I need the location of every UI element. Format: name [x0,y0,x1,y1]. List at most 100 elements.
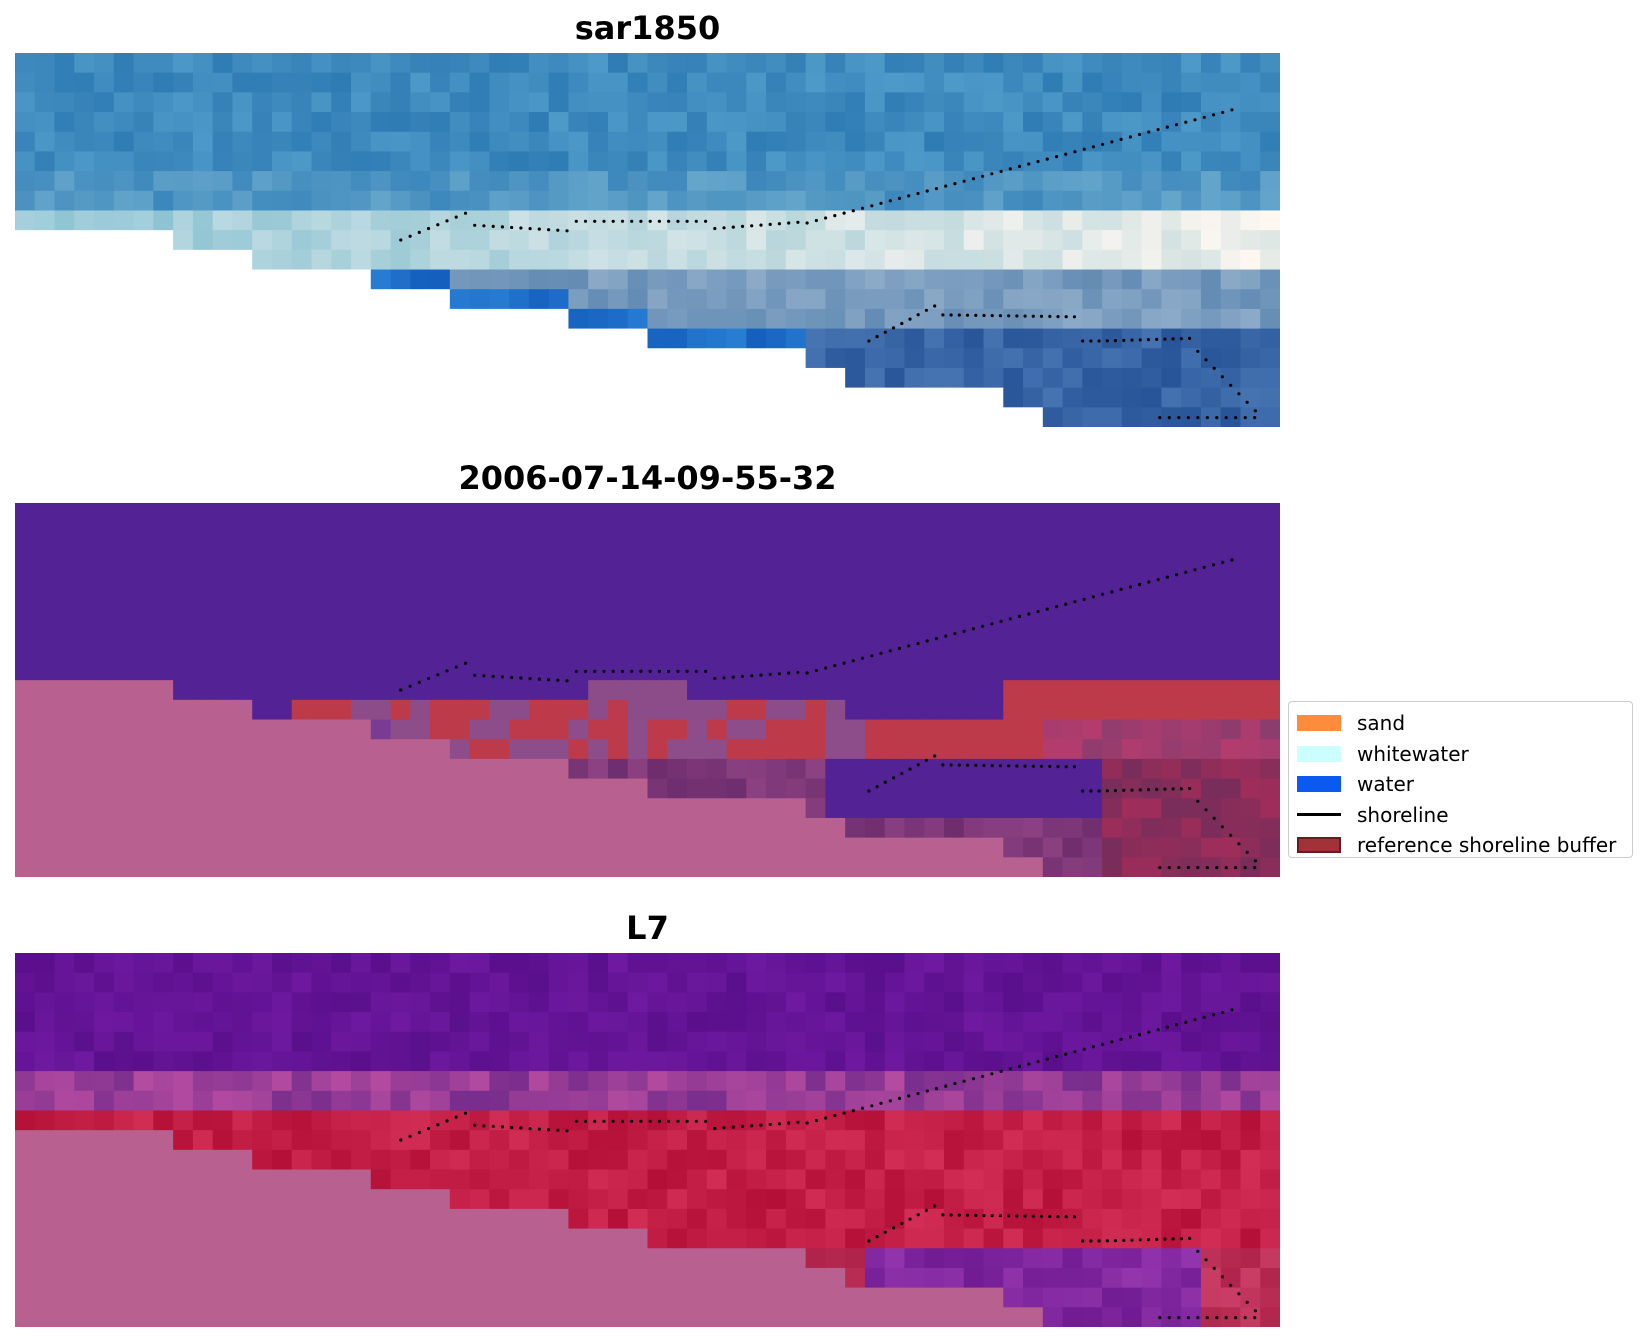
shoreline-point [528,1127,532,1131]
shoreline-point [1215,866,1219,870]
shoreline-point [1072,315,1076,319]
shoreline-point [1245,1300,1249,1304]
shoreline-point [981,624,985,628]
shoreline-point [805,221,809,225]
shoreline-point [1220,1275,1224,1279]
shoreline-point [1039,764,1044,768]
shoreline-point [1179,337,1183,341]
shoreline-point [1215,1316,1219,1320]
shoreline-point [1015,764,1019,768]
shoreline-point [999,169,1003,173]
shoreline-point [990,1214,994,1218]
shoreline-point [1196,1249,1200,1253]
shoreline-point [1073,600,1077,604]
shoreline-point [713,676,717,681]
shoreline-point [1184,570,1188,574]
shoreline-point [1101,592,1105,596]
shoreline-point [1056,765,1060,769]
shoreline-point [1155,1237,1159,1241]
shoreline-point [1039,314,1044,318]
shoreline-point [1171,337,1175,341]
shoreline-point [482,224,486,228]
shoreline-point [1163,1237,1167,1241]
shoreline-point [944,1084,948,1088]
shoreline-point [833,214,837,218]
shoreline-point [528,677,532,681]
shoreline-point [565,1129,569,1133]
shoreline-point [1007,1214,1011,1218]
shoreline-point [1156,578,1160,582]
shoreline-point [1229,833,1233,837]
shoreline-point [949,763,953,767]
shoreline-point [1045,157,1049,161]
shoreline-point [768,222,772,226]
shoreline-point [1184,120,1188,124]
shoreline-point [1089,339,1093,343]
shoreline-point [1230,558,1234,562]
shoreline-point [1036,159,1040,164]
shoreline-point [1017,1064,1022,1068]
shoreline-point [537,677,541,681]
shoreline-point [1138,132,1142,137]
shoreline-point [1174,1023,1179,1027]
shoreline-point [1101,1042,1105,1046]
shoreline-point [1174,573,1179,577]
shoreline-point [1174,123,1179,127]
shoreline-point [1138,338,1142,342]
shoreline-point [713,226,717,231]
shoreline-point [842,211,846,215]
shoreline-point [897,646,902,650]
shoreline-point [900,321,904,326]
shoreline-point [1196,416,1200,420]
legend: sand whitewater water shoreline reference sh… [1288,701,1633,858]
shoreline-point [1054,1055,1059,1059]
shoreline-point [630,669,634,673]
shoreline-point [713,1126,717,1131]
shoreline-point [1105,789,1109,793]
shoreline-point [1008,1067,1012,1071]
shoreline-point [908,317,912,321]
shoreline-point [436,223,440,227]
shoreline-point [676,669,680,673]
shoreline-point [907,1094,911,1098]
shoreline-point [957,313,961,317]
shoreline-point [851,1109,855,1113]
shoreline-point [925,1089,929,1093]
shoreline-point [925,189,929,193]
shoreline-point [510,1125,514,1130]
shoreline-point [1113,789,1118,793]
shoreline-point [1196,349,1200,353]
shoreline-point [1179,787,1183,791]
shoreline-point [814,668,819,673]
shoreline-point [417,230,421,234]
shoreline-point [965,313,970,317]
shoreline-point [722,226,726,230]
shoreline-point [1171,787,1175,791]
shoreline-point [436,1123,440,1127]
shoreline-point [998,1214,1003,1218]
shoreline-point [454,665,458,669]
shoreline-point [1221,560,1225,564]
shoreline-point [1082,147,1086,151]
shoreline-point [759,223,763,227]
shoreline-point [1196,866,1200,870]
shoreline-point [833,664,837,668]
shoreline-point [1064,1052,1068,1056]
shoreline-point [602,669,606,673]
shoreline-point [1220,825,1224,829]
shoreline-point [1056,1215,1060,1219]
shoreline-point [805,1121,809,1125]
shoreline-point [1245,850,1249,854]
shoreline-point [990,622,994,626]
shoreline-point [1253,416,1257,420]
shoreline-point [537,227,541,231]
shoreline-point [1101,142,1105,146]
shoreline-point [704,219,708,223]
shoreline-point [990,172,994,176]
shoreline-point [1091,595,1095,599]
shoreline-point [463,1111,468,1115]
shoreline-point [860,1106,865,1110]
shoreline-point [1138,582,1142,587]
legend-label: water [1357,772,1414,797]
shoreline-point [1128,585,1132,589]
